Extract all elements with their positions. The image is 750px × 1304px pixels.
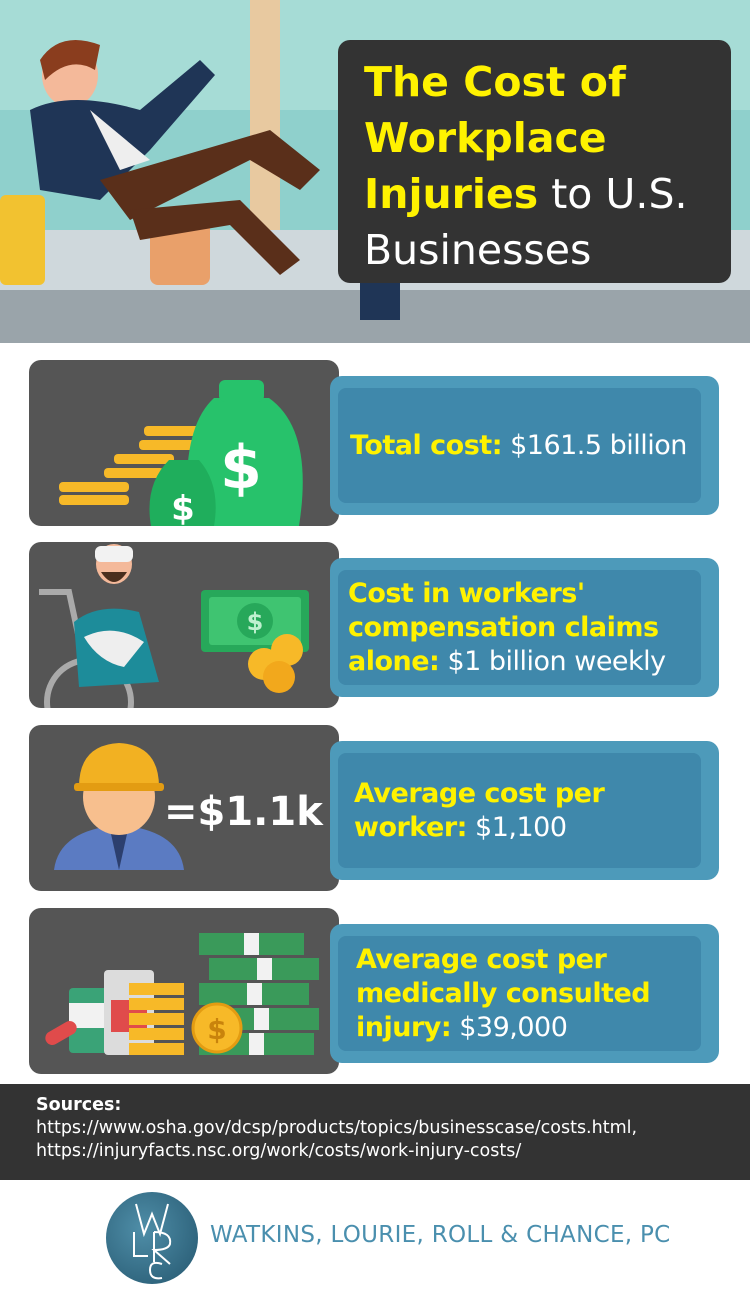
stat-label: Average cost per worker: [354, 777, 605, 843]
stat-value: $1 billion weekly [439, 645, 666, 677]
money-bags-coins-icon: $ $ [29, 360, 339, 526]
stat-card-workers-comp: Cost in workers' compensation claims alo… [330, 558, 719, 697]
title-highlight: Injuries [364, 170, 539, 218]
stat-label: Total cost: [350, 429, 503, 461]
stat-value: $39,000 [451, 1011, 568, 1043]
sources-heading: Sources: [36, 1095, 122, 1115]
title-line-3: Injuries to U.S. [364, 166, 731, 222]
firm-logo [106, 1192, 198, 1284]
hardhat-worker-icon: =$1.1k [29, 725, 339, 891]
source-link[interactable]: https://www.osha.gov/dcsp/products/topic… [36, 1118, 638, 1138]
title-line-1: The Cost of [364, 58, 626, 106]
source-link[interactable]: https://injuryfacts.nsc.org/work/costs/w… [36, 1141, 522, 1161]
sources-section: Sources: https://www.osha.gov/dcsp/produ… [0, 1084, 750, 1180]
stat-card-cost-per-worker: Average cost per worker: $1,100 [330, 741, 719, 880]
stat-badge: =$1.1k [164, 789, 324, 835]
title-line-2: Workplace [364, 114, 607, 162]
firm-name: WATKINS, LOURIE, ROLL & CHANCE, PC [210, 1222, 671, 1248]
stat-label: Cost in workers' compensation claims alo… [348, 577, 659, 677]
svg-text:$: $ [171, 489, 195, 526]
stat-label: Average cost per medically consulted inj… [356, 943, 651, 1043]
title-line-4: Businesses [364, 226, 592, 274]
svg-text:$: $ [220, 433, 262, 503]
stat-card-cost-per-injury: Average cost per medically consulted inj… [330, 924, 719, 1063]
stat-value: $1,100 [466, 811, 567, 843]
svg-text:$: $ [207, 1013, 226, 1046]
title-rest: to U.S. [538, 170, 688, 218]
medicine-cash-stack-icon: $ [29, 908, 339, 1074]
svg-text:$: $ [247, 608, 264, 636]
injured-worker-wheelchair-icon: $ [29, 542, 339, 708]
stat-card-total-cost: Total cost: $161.5 billion [330, 376, 719, 515]
stat-value: $161.5 billion [502, 429, 687, 461]
title-box: The Cost of Workplace Injuries to U.S. B… [338, 40, 731, 283]
hero-illustration: The Cost of Workplace Injuries to U.S. B… [0, 0, 750, 343]
